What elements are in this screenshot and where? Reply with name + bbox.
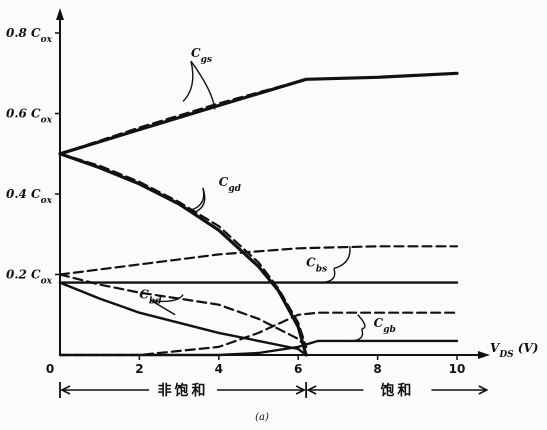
series-line-cbd-solid — [58, 281, 308, 357]
region-arrow — [60, 385, 71, 395]
x-tick-label: 4 — [215, 362, 223, 376]
series-line-cgs-dashed — [58, 72, 459, 155]
leader-line — [357, 314, 366, 330]
leader-line — [190, 60, 216, 110]
series-line-cbs-dashed — [58, 245, 459, 276]
leader-line — [349, 328, 364, 342]
curve-label-cbs: Cbs — [306, 255, 327, 274]
x-axis-label: VDS (V) — [490, 341, 538, 360]
region-label: 非饱和 — [158, 382, 209, 399]
series-line-cgd-solid-thick — [58, 152, 308, 357]
y-tick-label: 0.8 Cox — [6, 26, 53, 45]
leader-line — [151, 294, 184, 303]
figure-caption: (a) — [255, 412, 269, 423]
y-tick-label: 0.4 Cox — [6, 187, 53, 206]
x-tick-label: 6 — [294, 362, 302, 376]
x-tick-label: 8 — [373, 362, 381, 376]
curve-label-cgb: Cgb — [374, 316, 396, 335]
axes: 0 2 4 6 8 10 0.2 Cox 0.4 Cox 0.6 Cox 0.8 Cox VDS (… — [6, 8, 538, 376]
x-tick-label: 0 — [46, 362, 54, 376]
curve-label-cgd: Cgd — [219, 175, 242, 194]
x-axis-arrow — [478, 351, 490, 359]
curve-label-cgs: Cgs — [191, 46, 212, 65]
series-line-cgb-dashed — [58, 311, 459, 357]
leader-line — [182, 61, 194, 102]
leader-line — [321, 268, 336, 284]
series-line-cgs-solid-thick — [58, 71, 459, 156]
leader-line — [194, 187, 206, 213]
curve-label-cbd: Cbd — [139, 288, 162, 307]
series-line-cgd-dashed — [58, 152, 308, 348]
labels-group: Cgs Cgd Cbs Cbd Cgb — [139, 46, 396, 342]
y-axis-arrow — [56, 8, 64, 20]
y-tick-label: 0.6 Cox — [6, 107, 53, 126]
region-arrow — [478, 385, 489, 395]
series-line-cbd-dashed — [58, 273, 308, 348]
x-tick-label: 10 — [449, 362, 466, 376]
region-arrow — [295, 385, 306, 395]
leader-line — [333, 246, 351, 270]
series-line-cgb-solid — [58, 339, 459, 357]
y-tick-label: 0.2 Cox — [6, 268, 53, 287]
region-label: 饱和 — [380, 382, 414, 399]
series-group — [58, 71, 459, 357]
x-tick-label: 2 — [135, 362, 143, 376]
region-arrow — [306, 385, 317, 395]
leader-line — [150, 300, 176, 316]
regions-group: 非饱和 饱和 (a) — [59, 382, 489, 423]
